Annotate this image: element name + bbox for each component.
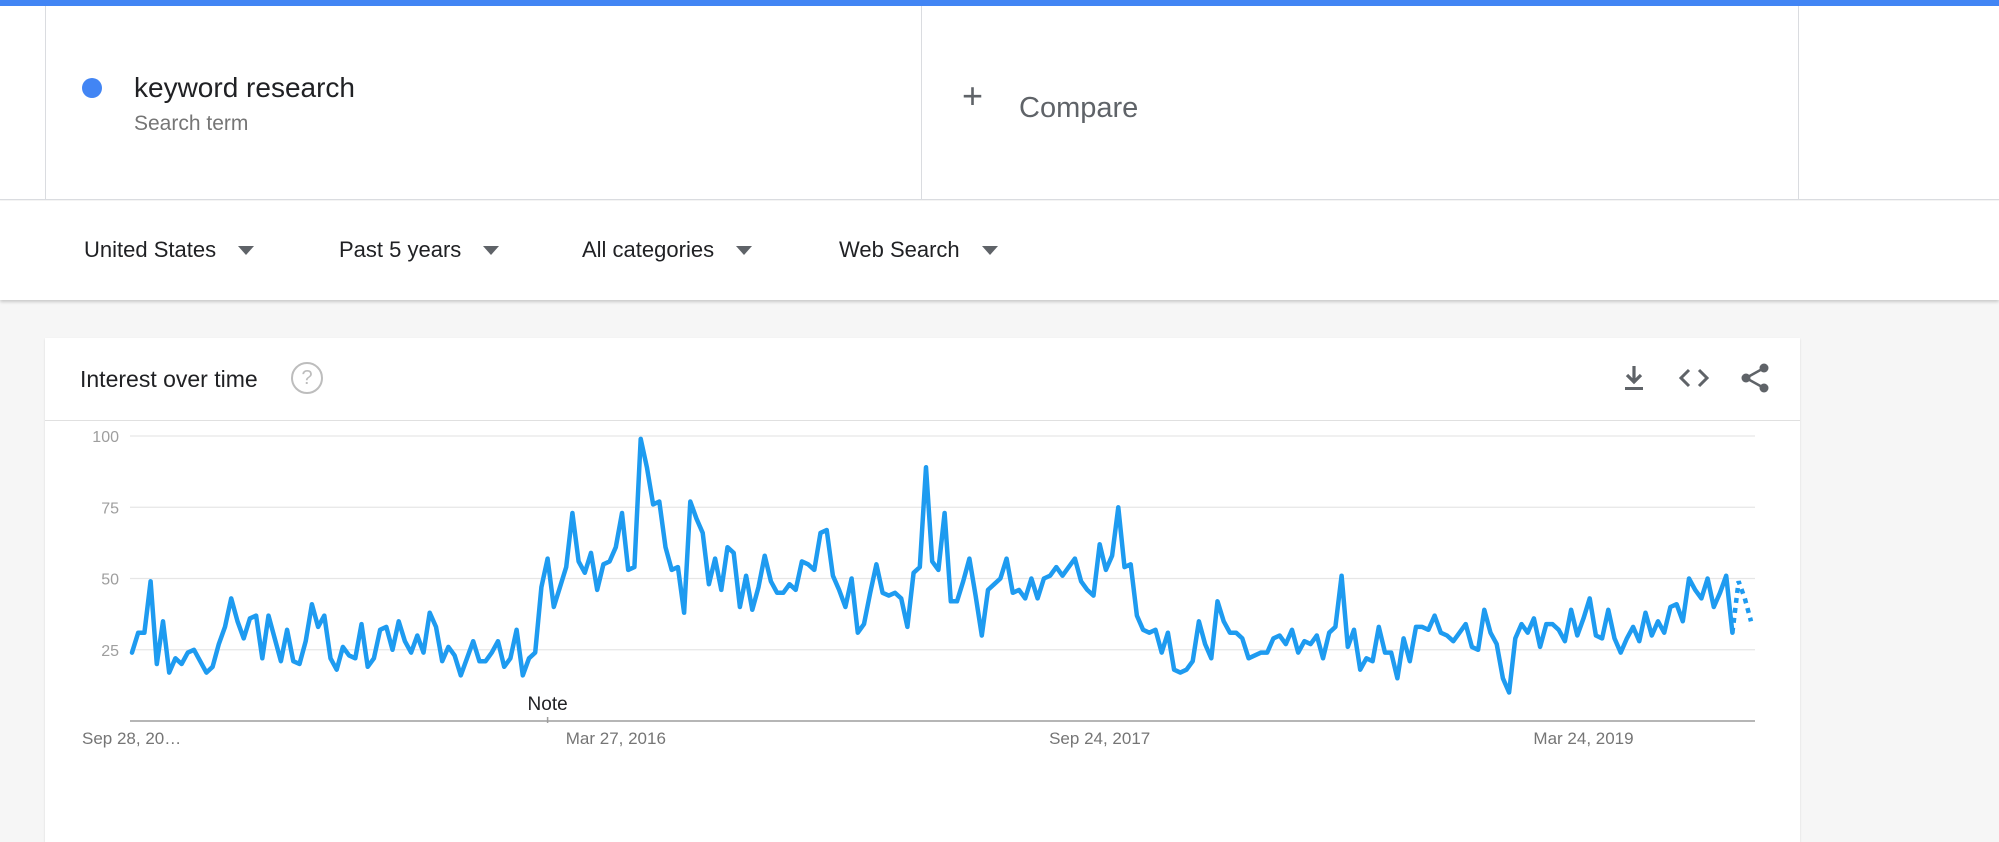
series-partial-data-line [1730, 580, 1754, 633]
caret-down-icon [981, 245, 998, 255]
caret-down-icon [736, 245, 753, 255]
series-color-dot [82, 78, 102, 98]
x-tick-label: Sep 28, 20… [82, 729, 181, 748]
filter-region-label: United States [84, 237, 217, 262]
interest-over-time-card: Interest over time ? 25 50 75 100 Sep 28, 20… [45, 338, 1800, 842]
caret-down-icon [238, 245, 255, 255]
filter-bar: United States Past 5 years All categorie… [0, 201, 1999, 300]
filter-category-dropdown[interactable]: All categories [582, 235, 753, 265]
embed-code-icon[interactable] [1676, 360, 1712, 396]
search-term-subtitle: Search term [134, 112, 249, 135]
y-tick-label: 100 [92, 429, 119, 446]
y-tick-label: 50 [101, 572, 119, 589]
note-annotation: Note [528, 694, 568, 715]
search-term-card[interactable]: keyword research Search term [45, 6, 922, 200]
filter-search-type-dropdown[interactable]: Web Search [839, 235, 998, 265]
compare-label: Compare [1019, 92, 1139, 124]
interest-chart: 25 50 75 100 Sep 28, 20… Mar 27, 2016 Sep 24, … [82, 429, 1755, 748]
explore-header: keyword research Search term + Compare [0, 6, 1999, 200]
x-tick-label: Mar 27, 2016 [566, 729, 666, 748]
filter-search-type-label: Web Search [839, 237, 960, 262]
compare-button[interactable]: + Compare [922, 6, 1799, 200]
filter-category-label: All categories [582, 237, 715, 262]
download-icon[interactable] [1616, 360, 1652, 396]
card-title: Interest over time [80, 366, 258, 392]
y-tick-label: 25 [101, 643, 119, 660]
x-tick-label: Sep 24, 2017 [1049, 729, 1150, 748]
filter-time-range-dropdown[interactable]: Past 5 years [339, 235, 500, 265]
search-term-name[interactable]: keyword research [134, 72, 355, 103]
filter-time-range-label: Past 5 years [339, 237, 462, 262]
question-circle-icon[interactable]: ? [291, 362, 323, 394]
plus-icon: + [962, 75, 984, 116]
card-header: Interest over time ? [45, 338, 1800, 421]
y-tick-label: 75 [101, 500, 119, 517]
share-icon[interactable] [1737, 360, 1773, 396]
caret-down-icon [483, 245, 500, 255]
series-line-keyword-research [129, 436, 1735, 695]
x-tick-label: Mar 24, 2019 [1533, 729, 1633, 748]
top-accent-bar [0, 0, 1999, 6]
filter-region-dropdown[interactable]: United States [84, 235, 255, 265]
